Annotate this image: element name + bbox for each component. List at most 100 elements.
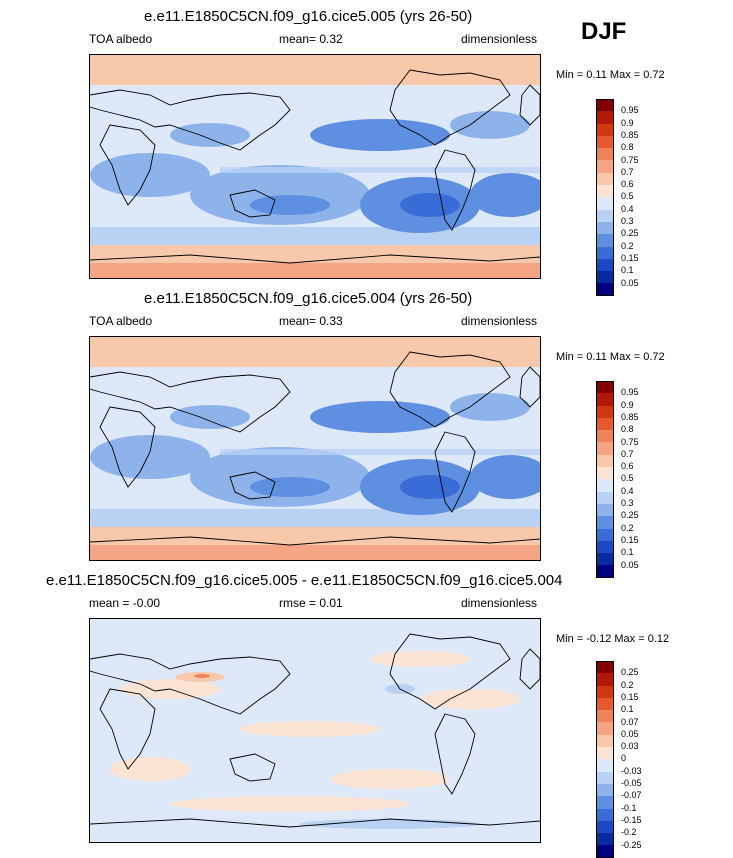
colorbar-tick-label: 0.05 — [621, 277, 639, 288]
colorbar-swatch — [596, 661, 614, 674]
colorbar-swatch — [596, 381, 614, 394]
colorbar-swatch — [596, 722, 614, 735]
colorbar-swatch — [596, 271, 614, 284]
colorbar-tick-label: 0.2 — [621, 240, 634, 251]
colorbar-tick-label: 0.03 — [621, 741, 639, 752]
colorbar-swatch — [596, 783, 614, 797]
panel3-map — [89, 618, 541, 843]
colorbar-swatch — [596, 553, 614, 566]
colorbar-swatch — [596, 160, 614, 173]
colorbar-swatch — [596, 197, 614, 210]
colorbar-tick-label: 0.5 — [621, 473, 634, 484]
colorbar-tick-label: 0.85 — [621, 129, 639, 140]
colorbar-tick-label: 0.9 — [621, 399, 634, 410]
colorbar-tick-label: 0.3 — [621, 498, 634, 508]
colorbar-tick-label: 0.8 — [621, 424, 634, 435]
colorbar-swatch — [596, 185, 614, 198]
panel1-units-label: dimensionless — [461, 32, 538, 46]
colorbar-tick-label: 0.1 — [621, 547, 634, 558]
colorbar-swatch — [596, 685, 614, 698]
colorbar-swatch — [596, 172, 614, 186]
colorbar-tick-label: 0.75 — [621, 436, 639, 447]
panel1-variable-label: TOA albedo — [89, 32, 153, 46]
panel1-title: e.e11.E1850C5CN.f09_g16.cice5.005 (yrs 2… — [144, 8, 473, 25]
colorbar-swatch — [596, 454, 614, 468]
colorbar-swatch — [596, 491, 614, 504]
colorbar-tick-label: 0.15 — [621, 691, 639, 702]
colorbar-tick-label: -0.03 — [621, 765, 642, 776]
colorbar-swatch — [596, 221, 614, 235]
colorbar-swatch — [596, 673, 614, 686]
panel3-title: e.e11.E1850C5CN.f09_g16.cice5.005 - e.e1… — [46, 572, 563, 589]
panel3-mean-label: mean = -0.00 — [89, 596, 161, 610]
colorbar-swatch — [596, 442, 614, 455]
colorbar-tick-label: 0.3 — [621, 216, 634, 226]
colorbar-tick-label: 0.2 — [621, 679, 634, 690]
colorbar-swatch — [596, 123, 614, 136]
colorbar-tick-label: -0.15 — [621, 814, 642, 825]
colorbar-swatch — [596, 283, 614, 296]
colorbar-tick-label: 0.7 — [621, 166, 634, 177]
colorbar-tick-label: 0.2 — [621, 522, 634, 533]
colorbar-swatch — [596, 111, 614, 124]
colorbar-swatch — [596, 697, 614, 711]
colorbar-swatch — [596, 540, 614, 554]
colorbar-tick-label: 0.5 — [621, 191, 634, 202]
colorbar-tick-label: 0.25 — [621, 667, 639, 678]
colorbar-swatch — [596, 747, 614, 760]
colorbar-swatch — [596, 246, 614, 259]
colorbar-swatch — [596, 565, 614, 578]
colorbar-swatch — [596, 503, 614, 517]
colorbar-swatch — [596, 771, 614, 784]
colorbar-swatch — [596, 467, 614, 480]
colorbar-swatch — [596, 135, 614, 149]
colorbar-tick-label: 0.05 — [621, 728, 639, 739]
colorbar-swatch — [596, 99, 614, 112]
colorbar-tick-label: 0.15 — [621, 252, 639, 263]
colorbar-tick-label: 0.6 — [621, 461, 634, 472]
colorbar-tick-label: -0.05 — [621, 778, 642, 788]
season-label: DJF — [581, 18, 627, 45]
colorbar-tick-label: 0.85 — [621, 411, 639, 422]
colorbar-swatch — [596, 820, 614, 834]
colorbar-tick-label: -0.1 — [621, 802, 637, 813]
colorbar-swatch — [596, 209, 614, 222]
colorbar-tick-label: 0.25 — [621, 228, 639, 239]
colorbar-swatch — [596, 430, 614, 443]
colorbar-tick-label: 0.07 — [621, 716, 639, 727]
colorbar-tick-label: -0.2 — [621, 827, 637, 838]
colorbar-tick-label: 0.25 — [621, 510, 639, 521]
colorbar-tick-label: 0.75 — [621, 154, 639, 165]
colorbar-tick-label: 0.7 — [621, 448, 634, 459]
panel2-range-label: Min = 0.11 Max = 0.72 — [556, 351, 665, 363]
colorbar-swatch — [596, 148, 614, 161]
colorbar-tick-label: -0.25 — [621, 839, 642, 850]
panel2-units-label: dimensionless — [461, 314, 538, 328]
colorbar-swatch — [596, 759, 614, 772]
panel1-map — [89, 54, 541, 279]
colorbar-swatch — [596, 479, 614, 492]
panel1-mean-label: mean= 0.32 — [279, 32, 343, 46]
colorbar-swatch — [596, 393, 614, 406]
panel3-colorbar — [596, 661, 614, 858]
colorbar-tick-label: 0.1 — [621, 704, 634, 715]
colorbar-tick-label: 0.9 — [621, 117, 634, 128]
colorbar-swatch — [596, 734, 614, 748]
panel2-title: e.e11.E1850C5CN.f09_g16.cice5.004 (yrs 2… — [144, 290, 473, 307]
colorbar-swatch — [596, 710, 614, 723]
panel2-map — [89, 336, 541, 561]
colorbar-tick-label: 0.4 — [621, 485, 634, 496]
panel3-rmse-label: rmse = 0.01 — [279, 596, 343, 610]
colorbar-tick-label: 0.1 — [621, 265, 634, 276]
colorbar-swatch — [596, 417, 614, 431]
colorbar-swatch — [596, 405, 614, 418]
colorbar-tick-label: 0.6 — [621, 179, 634, 190]
panel3-units-label: dimensionless — [461, 596, 538, 610]
colorbar-swatch — [596, 845, 614, 858]
colorbar-tick-label: -0.07 — [621, 790, 642, 801]
panel2-mean-label: mean= 0.33 — [279, 314, 343, 328]
panel1-range-label: Min = 0.11 Max = 0.72 — [556, 69, 665, 81]
colorbar-tick-label: 0.95 — [621, 387, 639, 398]
colorbar-tick-label: 0.95 — [621, 105, 639, 116]
colorbar-swatch — [596, 528, 614, 541]
